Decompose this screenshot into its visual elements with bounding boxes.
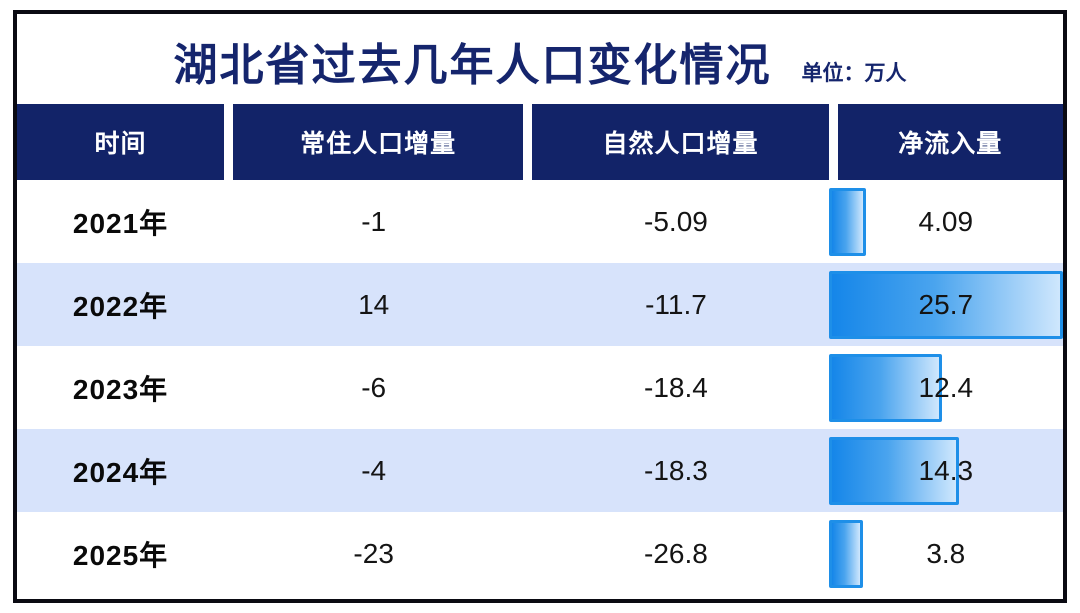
natural-change-cell: -11.7 [645,288,707,320]
net-inflow-value: 3.8 [926,537,966,569]
table-header-row: 时间 常住人口增量 自然人口增量 净流入量 [17,104,1063,180]
unit-label: 单位：万人 [801,62,907,85]
net-inflow-bar [828,270,1063,339]
natural-change-cell: -26.8 [644,537,708,569]
column-header-natural-change: 自然人口增量 [523,104,829,180]
table-row: 2021年 -1 -5.09 4.09 [17,180,1063,263]
net-inflow-bar [828,436,960,505]
resident-change-cell: -4 [361,454,387,486]
natural-change-cell: -18.3 [644,454,708,486]
net-inflow-bar [828,187,866,256]
net-inflow-bar [828,353,942,422]
net-inflow-bar [828,519,864,588]
net-inflow-value: 14.3 [918,454,974,486]
title-bar: 湖北省过去几年人口变化情况 单位：万人 [17,14,1063,104]
column-header-time: 时间 [17,104,225,180]
year-cell: 2022年 [72,290,169,322]
net-inflow-cell: 4.09 [828,180,1063,263]
natural-change-cell: -5.09 [644,205,708,237]
resident-change-cell: -1 [361,205,387,237]
year-cell: 2021年 [72,207,169,239]
table-row: 2022年 14 -11.7 25.7 [17,263,1063,346]
resident-change-cell: -6 [361,371,387,403]
natural-change-cell: -18.4 [644,371,708,403]
net-inflow-cell: 14.3 [828,429,1063,512]
net-inflow-value: 25.7 [918,288,974,320]
column-header-net-inflow: 净流入量 [828,104,1063,180]
net-inflow-value: 4.09 [918,205,974,237]
year-cell: 2024年 [72,456,169,488]
net-inflow-cell: 25.7 [828,263,1063,346]
resident-change-cell: 14 [358,288,390,320]
table-row: 2025年 -23 -26.8 3.8 [17,512,1063,595]
net-inflow-value: 12.4 [918,371,974,403]
year-cell: 2023年 [72,373,169,405]
column-header-resident-change: 常住人口增量 [224,104,524,180]
year-cell: 2025年 [72,539,169,571]
infographic-frame: 湖北省过去几年人口变化情况 单位：万人 时间 常住人口增量 自然人口增量 净流入… [13,10,1067,603]
table-row: 2024年 -4 -18.3 14.3 [17,429,1063,512]
resident-change-cell: -23 [353,537,394,569]
table-row: 2023年 -6 -18.4 12.4 [17,346,1063,429]
page-title: 湖北省过去几年人口变化情况 [173,41,772,90]
net-inflow-cell: 3.8 [828,512,1063,595]
net-inflow-cell: 12.4 [828,346,1063,429]
